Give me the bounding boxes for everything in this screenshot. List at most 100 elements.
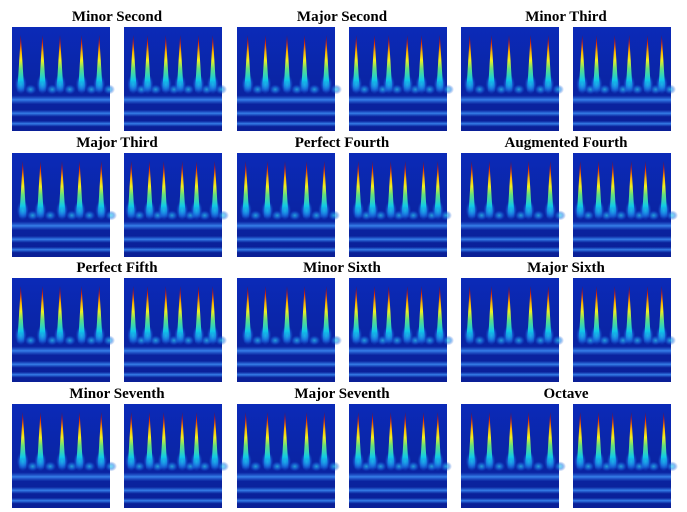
scalogram xyxy=(124,404,229,508)
scalogram-band xyxy=(573,346,671,355)
scalogram-band xyxy=(573,95,671,104)
scalogram-band xyxy=(573,221,671,230)
scalogram-band xyxy=(237,110,335,117)
scalogram-band xyxy=(124,247,222,253)
scalogram-band xyxy=(461,346,559,355)
interval-panel: Perfect Fourth xyxy=(237,135,452,257)
panel-title: Major Third xyxy=(76,135,158,151)
scalogram xyxy=(349,27,454,131)
scalogram-band xyxy=(573,361,671,368)
panel-title: Major Second xyxy=(297,9,388,25)
panel-title: Perfect Fifth xyxy=(76,260,158,276)
panel-title: Augmented Fourth xyxy=(505,135,629,151)
scalogram xyxy=(124,27,227,131)
scalogram-band xyxy=(124,346,222,355)
figure: Minor Second Major Second Minor Third Major… xyxy=(0,0,687,512)
scalogram-band xyxy=(349,346,447,355)
scalogram-band xyxy=(237,472,335,481)
scalogram-band xyxy=(124,236,222,243)
interval-panel: Perfect Fifth xyxy=(12,260,227,382)
panel-grid: Minor Second Major Second Minor Third Major… xyxy=(12,9,678,508)
scalogram-band xyxy=(461,372,559,378)
scalogram xyxy=(461,153,566,257)
scalogram-band xyxy=(237,121,335,127)
scalogram-band xyxy=(237,236,335,243)
scalogram-band xyxy=(461,487,559,494)
scalogram xyxy=(461,278,564,382)
scalogram-band xyxy=(124,95,222,104)
scalogram-band xyxy=(237,487,335,494)
panel-title: Minor Third xyxy=(525,9,607,25)
scalogram-band xyxy=(124,472,222,481)
scalogram-band xyxy=(237,498,335,504)
scalogram-band xyxy=(12,221,110,230)
scalogram-band xyxy=(12,110,110,117)
panel-title: Perfect Fourth xyxy=(295,135,390,151)
scalogram-band xyxy=(349,121,447,127)
scalogram xyxy=(237,404,340,508)
scalogram-band xyxy=(573,487,671,494)
scalogram xyxy=(12,153,117,257)
scalogram-band xyxy=(573,121,671,127)
scalogram-band xyxy=(461,221,559,230)
scalogram-band xyxy=(12,372,110,378)
scalogram-band xyxy=(124,487,222,494)
scalogram-band xyxy=(461,110,559,117)
scalogram-band xyxy=(12,236,110,243)
scalogram-band xyxy=(124,110,222,117)
interval-panel: Minor Seventh xyxy=(12,386,229,508)
scalogram xyxy=(12,404,117,508)
panel-title: Octave xyxy=(544,386,589,402)
scalogram-band xyxy=(12,121,110,127)
scalogram xyxy=(12,27,115,131)
scalogram-band xyxy=(12,95,110,104)
scalogram-band xyxy=(124,361,222,368)
scalogram-band xyxy=(12,498,110,504)
scalogram-band xyxy=(349,472,447,481)
scalogram-band xyxy=(573,247,671,253)
scalogram-band xyxy=(349,236,447,243)
scalogram-band xyxy=(461,121,559,127)
scalogram-band xyxy=(237,221,335,230)
scalogram xyxy=(573,153,678,257)
scalogram-band xyxy=(349,361,447,368)
scalogram-band xyxy=(12,487,110,494)
scalogram-band xyxy=(237,95,335,104)
panel-title: Minor Second xyxy=(72,9,163,25)
interval-panel: Minor Second xyxy=(12,9,227,131)
scalogram-band xyxy=(12,346,110,355)
scalogram xyxy=(573,278,676,382)
scalogram xyxy=(124,153,229,257)
interval-panel: Major Second xyxy=(237,9,454,131)
scalogram-band xyxy=(124,372,222,378)
panel-title: Minor Seventh xyxy=(69,386,165,402)
scalogram-band xyxy=(237,247,335,253)
scalogram xyxy=(461,404,566,508)
scalogram xyxy=(237,278,342,382)
scalogram-band xyxy=(237,372,335,378)
interval-panel: Major Third xyxy=(12,135,229,257)
scalogram xyxy=(573,404,678,508)
scalogram-band xyxy=(124,221,222,230)
scalogram-band xyxy=(573,372,671,378)
scalogram xyxy=(461,27,564,131)
interval-panel: Octave xyxy=(461,386,678,508)
scalogram-band xyxy=(349,487,447,494)
scalogram xyxy=(12,278,115,382)
interval-panel: Augmented Fourth xyxy=(461,135,678,257)
scalogram-band xyxy=(349,95,447,104)
scalogram-band xyxy=(124,121,222,127)
scalogram-band xyxy=(461,95,559,104)
scalogram-band xyxy=(124,498,222,504)
scalogram-band xyxy=(573,110,671,117)
scalogram-band xyxy=(573,472,671,481)
scalogram xyxy=(349,404,452,508)
scalogram xyxy=(349,278,454,382)
panel-title: Major Seventh xyxy=(294,386,390,402)
scalogram-band xyxy=(237,361,335,368)
scalogram-band xyxy=(461,247,559,253)
interval-panel: Major Sixth xyxy=(461,260,676,382)
interval-panel: Minor Sixth xyxy=(237,260,454,382)
scalogram xyxy=(349,153,452,257)
scalogram-band xyxy=(12,247,110,253)
